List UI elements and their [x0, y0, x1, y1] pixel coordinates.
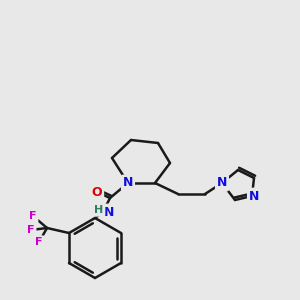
Text: F: F [35, 237, 43, 247]
Text: O: O [92, 185, 102, 199]
Text: F: F [27, 225, 35, 235]
Text: F: F [29, 211, 37, 221]
Text: N: N [217, 176, 227, 190]
Text: N: N [249, 190, 259, 202]
Text: H: H [94, 205, 103, 215]
Text: N: N [104, 206, 114, 218]
Text: N: N [123, 176, 133, 190]
